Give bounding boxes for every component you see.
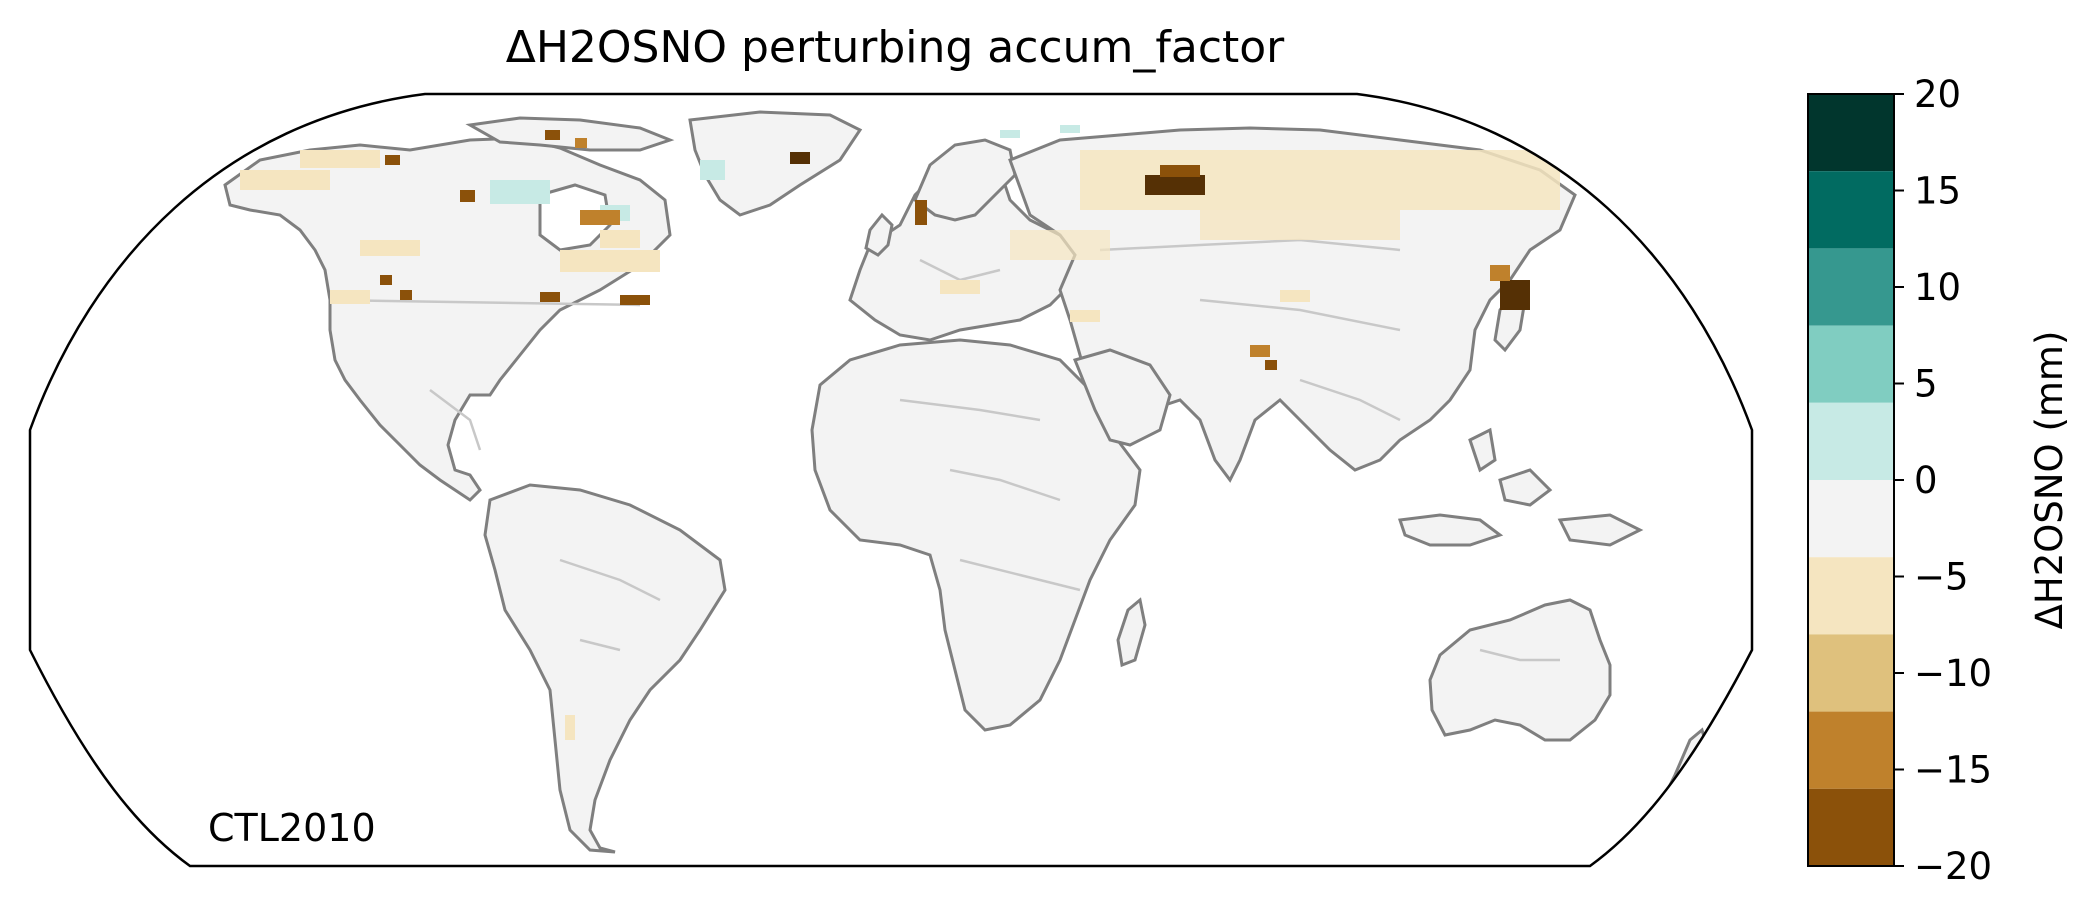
colorbar-tick-label: 10 (1914, 266, 1961, 309)
colorbar-tick-label: 5 (1914, 363, 1938, 406)
colorbar-bin (1808, 480, 1894, 558)
colorbar-bin (1808, 788, 1894, 866)
colorbar-bin (1808, 634, 1894, 712)
colorbar-tick-label: −15 (1914, 749, 1992, 792)
colorbar-bin (1808, 171, 1894, 249)
colorbar-bin (1808, 248, 1894, 326)
colorbar-bin (1808, 711, 1894, 789)
uk-land (864, 212, 894, 257)
map-outline (28, 92, 1754, 868)
map-title: ΔH2OSNO perturbing accum_factor (505, 22, 1285, 73)
africa-land (810, 338, 1142, 732)
land-layer (223, 110, 1710, 854)
colorbar-tick-label: −20 (1914, 845, 1992, 888)
australia-land (1428, 598, 1612, 742)
scenario-label: CTL2010 (208, 806, 376, 850)
arctic-islands-land (465, 116, 675, 152)
colorbar-tick-label: 20 (1914, 73, 1961, 116)
madagascar-land (1116, 597, 1147, 668)
colorbar-tick-label: 15 (1914, 170, 1961, 213)
colorbar-tick-label: −10 (1914, 652, 1992, 695)
colorbar-tick-label: 0 (1914, 459, 1938, 502)
colorbar-bin (1808, 94, 1894, 172)
southeast-asia-islands (1397, 427, 1644, 547)
arabia-land (1072, 348, 1172, 447)
colorbar: 20 15 10 5 0 −5 −10 −15 −20 ΔH2OSNO (mm) (1807, 73, 2071, 888)
south-america-land (483, 483, 727, 854)
anomaly-cells (240, 125, 1560, 740)
colorbar-bin (1808, 325, 1894, 403)
colorbar-label: ΔH2OSNO (mm) (2028, 331, 2071, 630)
colorbar-bin (1808, 557, 1894, 635)
colorbar-tick-label: −5 (1914, 556, 1969, 599)
colorbar-bin (1808, 402, 1894, 480)
